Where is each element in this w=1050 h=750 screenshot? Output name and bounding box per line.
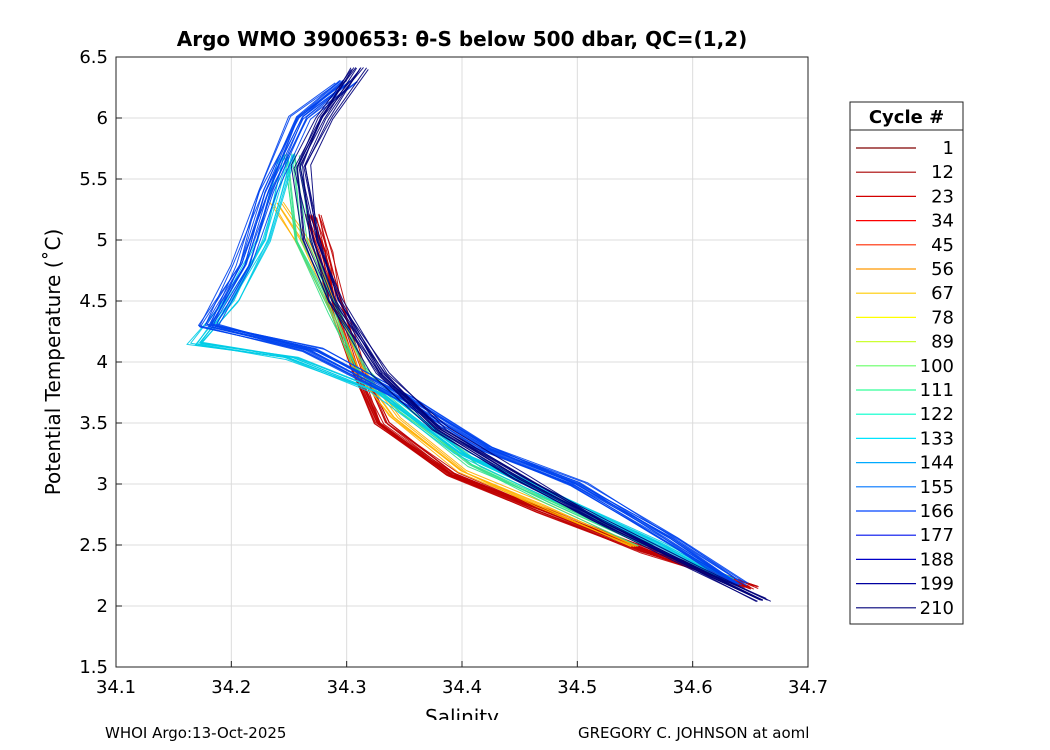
legend-label: 89 <box>931 332 954 353</box>
y-tick-label: 3.5 <box>79 413 108 434</box>
x-tick-label: 34.7 <box>788 677 828 698</box>
y-tick-label: 6.5 <box>79 47 108 68</box>
legend-label: 144 <box>920 453 954 474</box>
profiles <box>186 67 772 603</box>
profile-line <box>200 156 732 580</box>
footer-source: WHOI Argo:13-Oct-2025 <box>105 724 287 742</box>
x-axis-label: Salinity <box>425 705 499 720</box>
x-tick-label: 34.2 <box>211 677 251 698</box>
legend-label: 34 <box>931 211 954 232</box>
legend-label: 133 <box>920 428 954 449</box>
plot-frame <box>115 56 809 668</box>
legend-label: 122 <box>920 404 954 425</box>
profile-line <box>303 67 767 599</box>
profile-line <box>215 80 748 587</box>
profile-line <box>310 69 768 601</box>
x-tick-label: 34.3 <box>327 677 367 698</box>
legend-label: 1 <box>943 138 954 159</box>
legend-label: 210 <box>920 598 954 619</box>
footer-author: GREGORY C. JOHNSON at aoml <box>578 724 810 742</box>
profile-line <box>304 67 772 602</box>
x-tick-label: 34.1 <box>96 677 136 698</box>
legend-label: 188 <box>920 549 954 570</box>
legend-label: 177 <box>920 525 954 546</box>
series-5 <box>290 67 772 603</box>
y-tick-label: 6 <box>97 108 108 129</box>
y-tick-label: 2 <box>97 596 108 617</box>
y-axis-label: Potential Temperature (˚C) <box>41 229 65 496</box>
y-tick-label: 2.5 <box>79 535 108 556</box>
x-tick-label: 34.6 <box>673 677 713 698</box>
legend: Cycle # 1 12 23 34 45 56 67 78 89 100 111 122 133 144 1… <box>849 101 964 625</box>
legend-label: 166 <box>920 501 954 522</box>
legend-label: 100 <box>920 356 954 377</box>
y-tick-label: 1.5 <box>79 657 108 678</box>
legend-label: 155 <box>920 477 954 498</box>
legend-label: 111 <box>920 380 954 401</box>
y-tick-label: 4.5 <box>79 291 108 312</box>
legend-box <box>849 101 964 625</box>
x-tick-label: 34.5 <box>557 677 597 698</box>
profile-line <box>205 81 739 585</box>
legend-label: 67 <box>931 283 954 304</box>
legend-label: 45 <box>931 235 954 256</box>
y-tick-label: 5 <box>97 230 108 251</box>
legend-label: 199 <box>920 574 954 595</box>
profile-line <box>290 69 758 602</box>
profile-line <box>217 81 747 584</box>
series-4 <box>198 79 749 587</box>
x-tick-label: 34.4 <box>442 677 482 698</box>
legend-label: 78 <box>931 307 954 328</box>
legend-title: Cycle # <box>869 107 944 128</box>
legend-label: 56 <box>931 259 954 280</box>
axes: 34.1 34.2 34.3 34.4 34.5 34.6 34.7 1.5 2 2.5 3 3.5 4… <box>79 47 828 698</box>
chart-title: Argo WMO 3900653: θ-S below 500 dbar, QC… <box>177 27 747 51</box>
profile-line <box>283 153 643 545</box>
y-tick-label: 4 <box>97 352 108 373</box>
legend-label: 23 <box>931 186 954 207</box>
y-tick-label: 3 <box>97 474 108 495</box>
profile-line <box>298 67 763 601</box>
legend-label: 12 <box>931 162 954 183</box>
theta-s-chart: Argo WMO 3900653: θ-S below 500 dbar, QC… <box>41 27 964 720</box>
y-tick-label: 5.5 <box>79 169 108 190</box>
